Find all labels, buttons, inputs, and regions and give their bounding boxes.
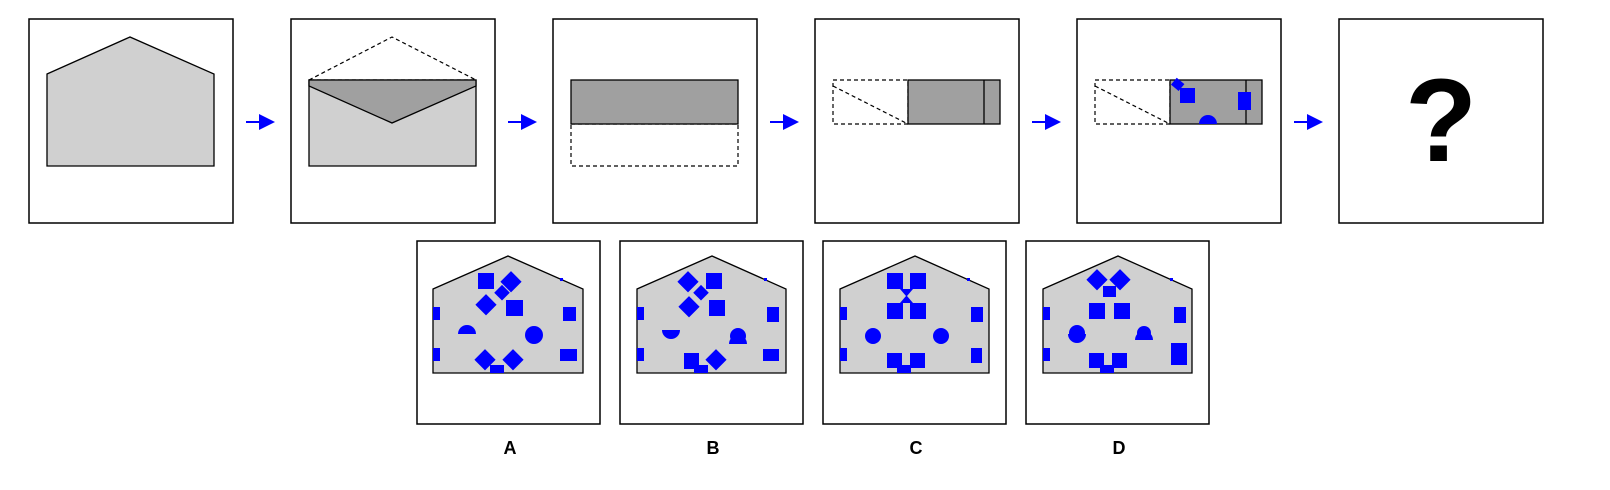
hole bbox=[764, 278, 767, 281]
hole bbox=[897, 365, 911, 373]
hole bbox=[677, 271, 699, 293]
hole bbox=[971, 348, 982, 363]
hole bbox=[433, 348, 440, 361]
hole bbox=[709, 300, 725, 316]
hole bbox=[478, 273, 494, 289]
folded-flap bbox=[308, 79, 477, 124]
option-label: C bbox=[910, 438, 923, 458]
question-mark: ? bbox=[1405, 55, 1477, 187]
hole bbox=[767, 307, 779, 322]
hole bbox=[910, 353, 925, 368]
hole bbox=[694, 365, 708, 373]
original-diagonal-outline bbox=[1094, 85, 1171, 125]
hole bbox=[706, 273, 722, 289]
step-3-panel bbox=[552, 18, 758, 224]
hole bbox=[433, 307, 440, 320]
hole bbox=[887, 303, 903, 319]
hole bbox=[705, 349, 727, 371]
hole bbox=[693, 284, 709, 301]
hole bbox=[1137, 326, 1151, 340]
hole bbox=[1174, 307, 1186, 323]
option-a[interactable]: A bbox=[416, 240, 601, 458]
original-position-outline bbox=[832, 79, 909, 125]
option-label: D bbox=[1113, 438, 1126, 458]
folded-flap bbox=[907, 79, 1001, 125]
hole bbox=[560, 349, 577, 361]
hole bbox=[458, 325, 476, 334]
hole bbox=[971, 307, 983, 322]
option-c[interactable]: C bbox=[822, 240, 1007, 458]
hole bbox=[1112, 353, 1127, 368]
hole bbox=[475, 294, 497, 316]
hole bbox=[525, 326, 543, 344]
option-label: A bbox=[504, 438, 517, 458]
hole bbox=[900, 289, 913, 303]
hole bbox=[840, 307, 847, 320]
hole bbox=[494, 284, 510, 301]
hole bbox=[840, 348, 847, 361]
step-4-panel bbox=[814, 18, 1020, 224]
hole bbox=[637, 348, 644, 361]
hole bbox=[1103, 286, 1116, 297]
step-5-panel bbox=[1076, 18, 1282, 224]
hole bbox=[1043, 348, 1050, 361]
hole bbox=[563, 307, 576, 321]
question-panel: ? bbox=[1338, 18, 1544, 224]
folded-flap bbox=[570, 79, 739, 125]
punched-hole bbox=[1180, 88, 1195, 103]
punched-hole bbox=[1238, 92, 1251, 110]
hole bbox=[1069, 325, 1085, 341]
hole bbox=[1114, 303, 1130, 319]
original-position-outline bbox=[1094, 79, 1171, 125]
option-b[interactable]: B bbox=[619, 240, 804, 458]
option-label: B bbox=[707, 438, 720, 458]
punched-hole bbox=[1199, 115, 1217, 124]
hole bbox=[933, 328, 949, 344]
hole bbox=[1171, 343, 1187, 365]
hole bbox=[910, 303, 926, 319]
step-1-panel bbox=[28, 18, 234, 224]
hole bbox=[1100, 365, 1114, 373]
hole bbox=[887, 273, 903, 289]
hole bbox=[910, 273, 926, 289]
hole bbox=[865, 328, 881, 344]
paper-sheet bbox=[46, 36, 215, 167]
hole bbox=[1089, 353, 1104, 368]
option-d[interactable]: D bbox=[1025, 240, 1210, 458]
hole bbox=[662, 330, 680, 339]
original-position-outline bbox=[308, 36, 477, 81]
hole bbox=[500, 271, 522, 293]
original-diagonal-outline bbox=[832, 85, 909, 125]
step-2-panel bbox=[290, 18, 496, 224]
hole bbox=[1170, 278, 1173, 281]
hole bbox=[560, 278, 563, 281]
hole bbox=[1043, 307, 1050, 320]
hole bbox=[490, 365, 504, 373]
hole bbox=[506, 300, 523, 316]
hole bbox=[763, 349, 779, 361]
hole bbox=[502, 349, 524, 371]
hole bbox=[967, 278, 970, 281]
hole bbox=[887, 353, 902, 368]
hole bbox=[1089, 303, 1105, 319]
punched-hole bbox=[1170, 77, 1185, 92]
hole bbox=[678, 296, 700, 318]
hole bbox=[637, 307, 644, 320]
hole bbox=[730, 328, 746, 344]
